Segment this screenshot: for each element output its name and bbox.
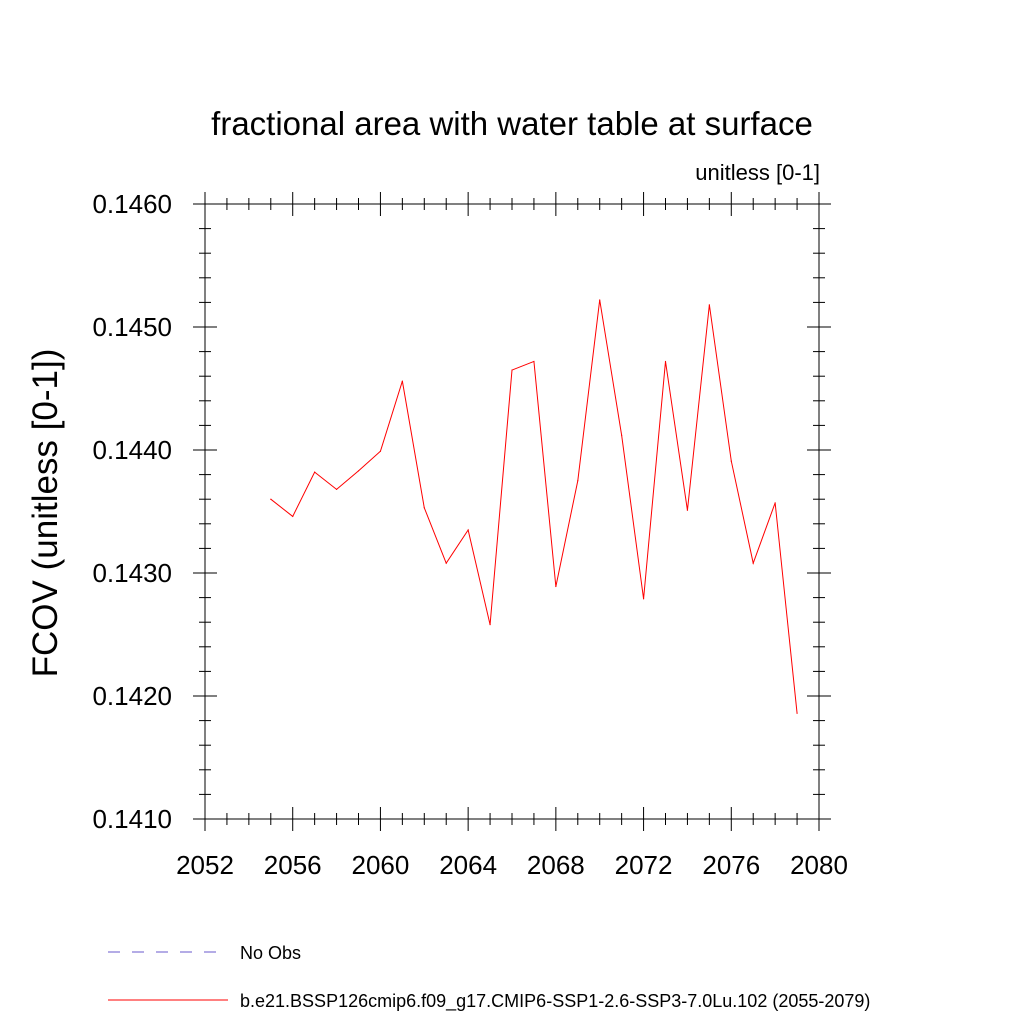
x-ticks: 2052 2056 2060 2064 2068 2072 2076 2080 xyxy=(176,192,848,880)
data-point xyxy=(599,299,601,301)
x-tick-label: 2076 xyxy=(702,850,760,880)
x-tick-label: 2056 xyxy=(264,850,322,880)
plot-frame xyxy=(204,203,820,820)
y-tick-label: 0.1450 xyxy=(92,312,172,342)
chart-subtitle: unitless [0-1] xyxy=(695,160,820,185)
legend-entry: b.e21.BSSP126cmip6.f09_g17.CMIP6-SSP1-2.… xyxy=(240,991,870,1012)
x-tick-label: 2072 xyxy=(615,850,673,880)
data-point xyxy=(621,434,623,436)
data-point xyxy=(467,529,469,531)
data-point xyxy=(401,380,403,382)
data-point xyxy=(445,562,447,564)
y-tick-label: 0.1410 xyxy=(92,804,172,834)
legend: No Obs b.e21.BSSP126cmip6.f09_g17.CMIP6-S… xyxy=(108,943,870,1012)
data-point xyxy=(642,598,645,600)
data-point xyxy=(489,624,491,626)
data-point xyxy=(708,304,710,306)
data-point xyxy=(664,360,667,363)
data-point xyxy=(423,507,425,509)
legend-entry: No Obs xyxy=(240,943,301,963)
data-point xyxy=(577,480,579,482)
data-point xyxy=(730,460,732,462)
x-tick-label: 2064 xyxy=(439,850,497,880)
data-point xyxy=(292,515,294,518)
data-point xyxy=(752,562,754,564)
y-tick-label: 0.1460 xyxy=(92,189,172,219)
data-point xyxy=(774,502,776,504)
y-axis-label: FCOV (unitless [0-1]) xyxy=(26,349,65,678)
y-ticks: 0.1410 0.1420 0.1430 0.1440 0.1450 0.1460 xyxy=(92,189,831,834)
data-point xyxy=(335,488,338,490)
data-point xyxy=(357,470,360,472)
series-layer xyxy=(270,299,798,714)
x-tick-label: 2068 xyxy=(527,850,585,880)
x-tick-label: 2080 xyxy=(790,850,848,880)
data-point xyxy=(511,369,513,371)
x-tick-label: 2060 xyxy=(352,850,410,880)
data-point xyxy=(379,450,382,452)
chart-title: fractional area with water table at surf… xyxy=(211,105,813,142)
data-point xyxy=(533,360,535,363)
data-point xyxy=(796,712,798,714)
data-point xyxy=(314,471,316,473)
x-tick-label: 2052 xyxy=(176,850,234,880)
data-point xyxy=(555,585,557,588)
y-tick-label: 0.1440 xyxy=(92,435,172,465)
y-tick-label: 0.1430 xyxy=(92,558,172,588)
data-point xyxy=(686,509,689,511)
y-tick-label: 0.1420 xyxy=(92,681,172,711)
data-point xyxy=(270,498,272,500)
